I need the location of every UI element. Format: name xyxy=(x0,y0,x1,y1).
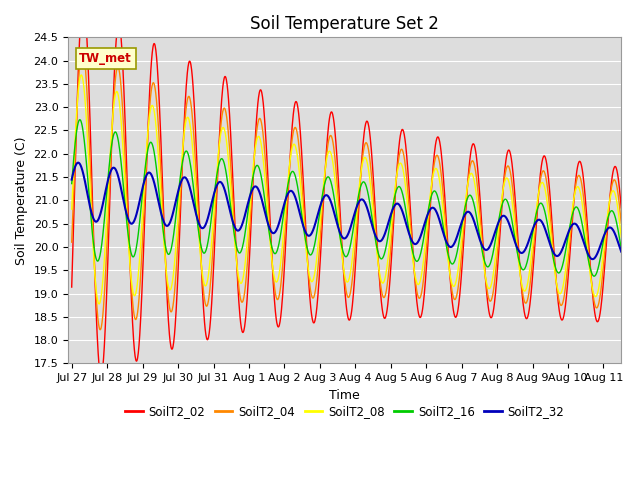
SoilT2_08 xyxy=(77,72,85,78)
SoilT2_32 xyxy=(332,217,340,223)
Title: Soil Temperature Set 2: Soil Temperature Set 2 xyxy=(250,15,439,33)
SoilT2_08 xyxy=(333,193,340,199)
SoilT2_32 xyxy=(74,160,82,166)
SoilT2_08 xyxy=(95,301,103,307)
Line: SoilT2_16: SoilT2_16 xyxy=(72,120,621,276)
SoilT2_32 xyxy=(589,256,596,262)
Line: SoilT2_02: SoilT2_02 xyxy=(72,0,621,376)
SoilT2_02 xyxy=(477,203,484,209)
SoilT2_16 xyxy=(557,268,564,274)
SoilT2_16 xyxy=(332,209,340,215)
SoilT2_32 xyxy=(618,249,625,254)
SoilT2_16 xyxy=(68,181,76,187)
SoilT2_02 xyxy=(611,164,619,169)
SoilT2_02 xyxy=(154,81,162,86)
SoilT2_02 xyxy=(333,149,340,155)
SoilT2_04 xyxy=(333,174,340,180)
SoilT2_04 xyxy=(154,122,162,128)
SoilT2_08 xyxy=(557,290,565,296)
SoilT2_16 xyxy=(322,177,330,182)
SoilT2_16 xyxy=(476,237,484,242)
Text: TW_met: TW_met xyxy=(79,52,132,65)
SoilT2_02 xyxy=(323,151,330,157)
Line: SoilT2_08: SoilT2_08 xyxy=(72,75,621,304)
SoilT2_16 xyxy=(154,180,162,185)
SoilT2_32 xyxy=(476,238,484,243)
Legend: SoilT2_02, SoilT2_04, SoilT2_08, SoilT2_16, SoilT2_32: SoilT2_02, SoilT2_04, SoilT2_08, SoilT2_… xyxy=(120,400,569,423)
Y-axis label: Soil Temperature (C): Soil Temperature (C) xyxy=(15,136,28,264)
SoilT2_04 xyxy=(557,302,565,308)
SoilT2_32 xyxy=(154,196,162,202)
SoilT2_16 xyxy=(590,273,598,279)
SoilT2_32 xyxy=(322,192,330,198)
SoilT2_02 xyxy=(97,373,105,379)
SoilT2_04 xyxy=(97,327,104,333)
SoilT2_08 xyxy=(618,234,625,240)
X-axis label: Time: Time xyxy=(330,389,360,402)
Line: SoilT2_04: SoilT2_04 xyxy=(72,48,621,330)
SoilT2_08 xyxy=(611,190,619,196)
SoilT2_04 xyxy=(618,220,625,226)
SoilT2_04 xyxy=(611,177,619,183)
SoilT2_16 xyxy=(611,213,619,218)
SoilT2_04 xyxy=(68,239,76,245)
SoilT2_02 xyxy=(79,0,87,2)
SoilT2_04 xyxy=(79,46,86,51)
SoilT2_32 xyxy=(68,177,76,182)
SoilT2_02 xyxy=(68,284,76,290)
SoilT2_32 xyxy=(611,230,619,236)
SoilT2_08 xyxy=(68,206,76,212)
SoilT2_04 xyxy=(477,218,484,224)
SoilT2_04 xyxy=(323,156,330,162)
SoilT2_02 xyxy=(618,205,625,211)
SoilT2_08 xyxy=(477,231,484,237)
SoilT2_08 xyxy=(323,159,330,165)
SoilT2_02 xyxy=(557,316,565,322)
SoilT2_16 xyxy=(76,117,84,122)
SoilT2_16 xyxy=(618,246,625,252)
SoilT2_32 xyxy=(557,250,564,255)
Line: SoilT2_32: SoilT2_32 xyxy=(72,163,621,259)
SoilT2_08 xyxy=(154,152,162,158)
